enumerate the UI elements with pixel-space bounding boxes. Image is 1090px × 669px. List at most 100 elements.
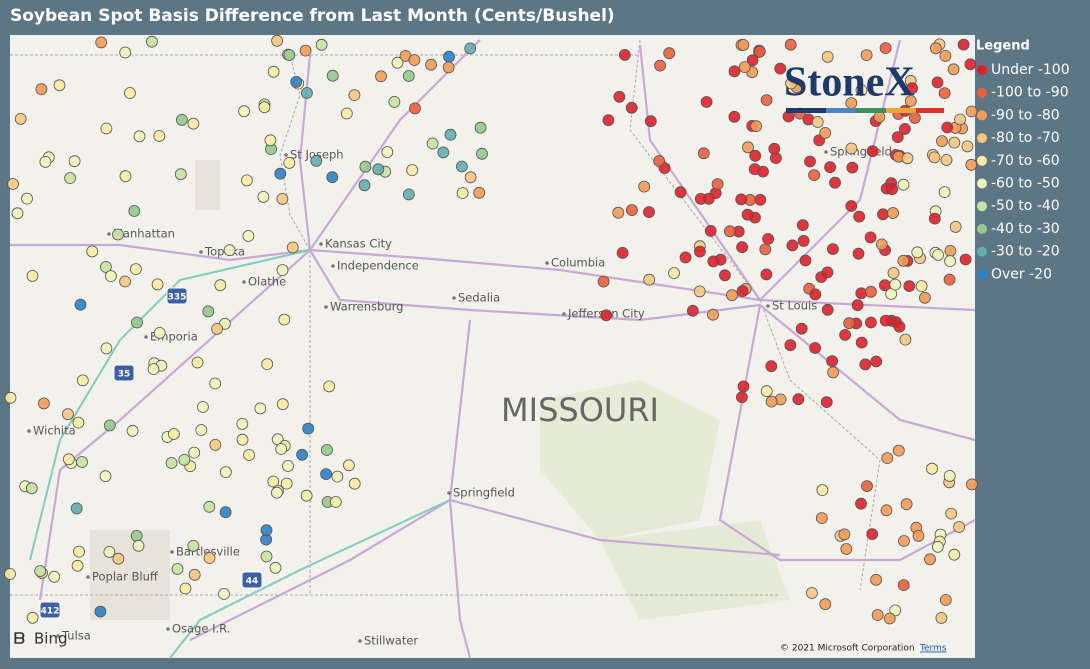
- price-dot[interactable]: [760, 94, 773, 106]
- price-dot[interactable]: [196, 401, 209, 413]
- price-dot[interactable]: [62, 408, 74, 421]
- price-dot[interactable]: [132, 539, 145, 552]
- price-dot[interactable]: [901, 152, 914, 165]
- price-dot[interactable]: [402, 70, 415, 82]
- price-dot[interactable]: [845, 142, 858, 155]
- price-dot[interactable]: [873, 111, 886, 123]
- price-dot[interactable]: [76, 374, 89, 387]
- price-dot[interactable]: [105, 270, 117, 283]
- price-dot[interactable]: [171, 563, 184, 575]
- price-dot[interactable]: [323, 380, 336, 393]
- price-dot[interactable]: [668, 267, 680, 280]
- price-dot[interactable]: [911, 246, 924, 259]
- price-dot[interactable]: [151, 278, 164, 291]
- price-dot[interactable]: [965, 105, 978, 118]
- price-dot[interactable]: [618, 49, 631, 61]
- price-dot[interactable]: [456, 187, 469, 200]
- price-dot[interactable]: [784, 339, 797, 352]
- price-dot[interactable]: [326, 69, 339, 82]
- price-dot[interactable]: [638, 180, 651, 193]
- price-dot[interactable]: [258, 101, 271, 114]
- price-dot[interactable]: [133, 130, 146, 143]
- price-dot[interactable]: [943, 273, 956, 286]
- price-dot[interactable]: [883, 612, 896, 625]
- price-dot[interactable]: [947, 63, 960, 76]
- price-dot[interactable]: [881, 452, 894, 465]
- price-dot[interactable]: [736, 285, 749, 298]
- price-dot[interactable]: [846, 161, 859, 174]
- price-dot[interactable]: [827, 243, 839, 256]
- price-dot[interactable]: [128, 205, 141, 217]
- price-dot[interactable]: [236, 433, 249, 446]
- price-dot[interactable]: [214, 279, 227, 292]
- price-dot[interactable]: [748, 163, 761, 176]
- price-dot[interactable]: [726, 289, 738, 302]
- price-dot[interactable]: [223, 244, 236, 257]
- price-dot[interactable]: [315, 38, 328, 51]
- price-dot[interactable]: [187, 540, 200, 552]
- price-dot[interactable]: [103, 419, 116, 432]
- price-dot[interactable]: [613, 90, 626, 103]
- price-dot[interactable]: [935, 612, 948, 624]
- price-dot[interactable]: [784, 38, 797, 51]
- price-dot[interactable]: [741, 208, 754, 221]
- price-dot[interactable]: [280, 477, 293, 490]
- price-dot[interactable]: [749, 149, 762, 162]
- price-dot[interactable]: [736, 391, 748, 404]
- price-dot[interactable]: [912, 530, 925, 542]
- price-dot[interactable]: [167, 428, 180, 440]
- price-dot[interactable]: [877, 208, 889, 221]
- price-dot[interactable]: [4, 391, 17, 404]
- price-dot[interactable]: [402, 188, 415, 201]
- price-dot[interactable]: [700, 96, 713, 108]
- price-dot[interactable]: [299, 44, 312, 57]
- price-dot[interactable]: [388, 96, 401, 108]
- price-dot[interactable]: [860, 49, 873, 61]
- price-dot[interactable]: [123, 87, 136, 99]
- price-dot[interactable]: [838, 528, 851, 541]
- price-dot[interactable]: [906, 82, 918, 95]
- price-dot[interactable]: [753, 45, 766, 58]
- price-dot[interactable]: [839, 328, 851, 341]
- price-dot[interactable]: [768, 142, 781, 155]
- price-dot[interactable]: [900, 498, 913, 511]
- price-dot[interactable]: [68, 155, 81, 168]
- price-dot[interactable]: [915, 280, 928, 293]
- price-dot[interactable]: [762, 233, 774, 245]
- price-dot[interactable]: [14, 113, 27, 125]
- price-dot[interactable]: [276, 264, 289, 277]
- price-dot[interactable]: [153, 326, 166, 339]
- price-dot[interactable]: [693, 285, 706, 298]
- price-dot[interactable]: [473, 186, 486, 199]
- price-dot[interactable]: [926, 462, 938, 475]
- price-dot[interactable]: [694, 245, 706, 258]
- price-dot[interactable]: [616, 246, 629, 259]
- price-dot[interactable]: [240, 174, 253, 187]
- price-dot[interactable]: [191, 356, 204, 369]
- price-dot[interactable]: [940, 154, 953, 166]
- price-dot[interactable]: [218, 588, 230, 600]
- price-dot[interactable]: [209, 377, 222, 390]
- price-dot[interactable]: [331, 470, 344, 483]
- price-dot[interactable]: [188, 446, 201, 459]
- price-dot[interactable]: [804, 155, 816, 168]
- price-dot[interactable]: [119, 275, 131, 288]
- price-dot[interactable]: [694, 192, 707, 205]
- price-dot[interactable]: [100, 261, 112, 273]
- price-dot[interactable]: [442, 61, 455, 74]
- price-dot[interactable]: [275, 443, 288, 455]
- price-dot[interactable]: [654, 59, 666, 72]
- price-dot[interactable]: [887, 267, 900, 279]
- price-dot[interactable]: [267, 475, 280, 488]
- price-dot[interactable]: [219, 506, 232, 519]
- price-dot[interactable]: [936, 135, 948, 148]
- price-dot[interactable]: [707, 308, 719, 321]
- price-dot[interactable]: [855, 497, 867, 510]
- price-dot[interactable]: [795, 322, 808, 335]
- price-dot[interactable]: [72, 416, 85, 429]
- price-dot[interactable]: [242, 230, 255, 242]
- price-dot[interactable]: [320, 444, 333, 456]
- price-dot[interactable]: [892, 444, 905, 457]
- price-dot[interactable]: [408, 54, 421, 66]
- price-dot[interactable]: [674, 186, 687, 199]
